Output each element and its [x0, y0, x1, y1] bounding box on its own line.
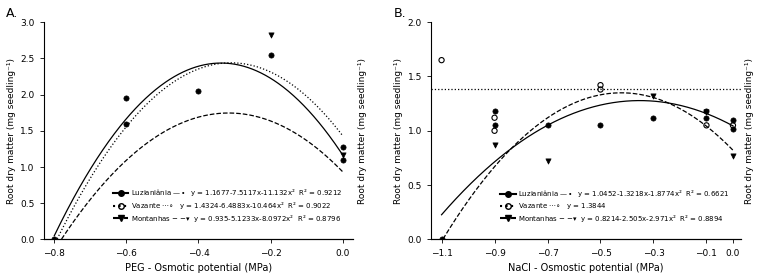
Point [489, 116, 501, 120]
Point [727, 123, 739, 128]
Point [435, 237, 447, 242]
Text: A.: A. [6, 7, 18, 20]
Point [336, 144, 349, 149]
X-axis label: PEG - Osmotic potential (MPa): PEG - Osmotic potential (MPa) [125, 263, 272, 273]
Point [265, 33, 277, 38]
Y-axis label: Root dry matter (mg seedling⁻¹): Root dry matter (mg seedling⁻¹) [394, 58, 403, 204]
Point [336, 158, 349, 162]
X-axis label: NaCl - Osmostic potential (MPa): NaCl - Osmostic potential (MPa) [508, 263, 664, 273]
Point [727, 126, 739, 131]
Y-axis label: Root dry matter (mg seedling⁻¹): Root dry matter (mg seedling⁻¹) [7, 58, 16, 204]
Point [594, 83, 607, 87]
Point [489, 129, 501, 133]
Point [594, 123, 607, 128]
Point [700, 110, 712, 115]
Point [120, 96, 132, 101]
Point [120, 121, 132, 126]
Point [727, 153, 739, 158]
Text: B.: B. [393, 7, 406, 20]
Point [700, 109, 712, 113]
Legend: Luzianiânia $\mathdefault{—\!\bullet}$  y = 1.0452-1.3218x-1.8774x²  R² = 0.6621: Luzianiânia $\mathdefault{—\!\bullet}$ y… [499, 187, 731, 225]
Point [541, 159, 553, 164]
Point [193, 89, 205, 93]
Point [700, 123, 712, 128]
Y-axis label: Root dry matter (mg seedling⁻¹): Root dry matter (mg seedling⁻¹) [745, 58, 754, 204]
Point [594, 87, 607, 92]
Point [48, 237, 60, 242]
Point [489, 143, 501, 147]
Legend: Luzianiânia $\mathdefault{—\!\bullet}$  y = 1.1677-7.5117x-11.132x²  R² = 0.9212: Luzianiânia $\mathdefault{—\!\bullet}$ y… [112, 186, 344, 225]
Point [336, 152, 349, 157]
Point [541, 123, 553, 128]
Y-axis label: Root dry matter (mg seedling⁻¹): Root dry matter (mg seedling⁻¹) [358, 58, 367, 204]
Point [435, 58, 447, 62]
Point [489, 123, 501, 128]
Point [727, 118, 739, 122]
Point [648, 116, 660, 120]
Point [489, 109, 501, 113]
Point [648, 94, 660, 98]
Point [265, 52, 277, 57]
Point [700, 116, 712, 120]
